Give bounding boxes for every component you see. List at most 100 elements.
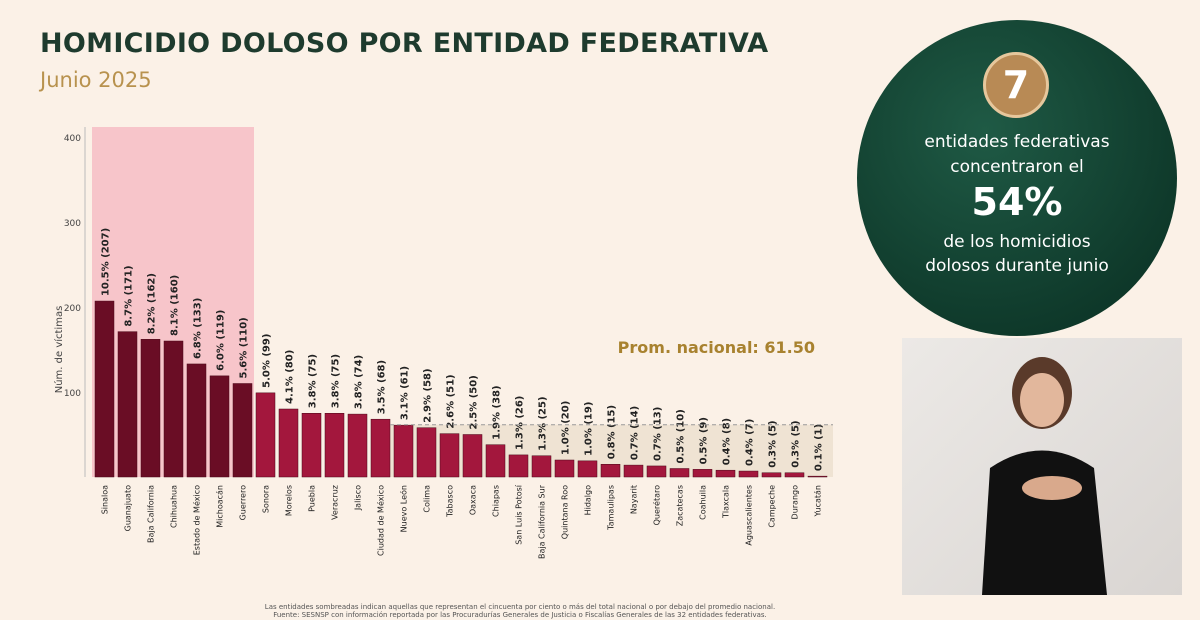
data-label: 0.3% (5)	[791, 420, 802, 467]
data-label: 3.1% (61)	[400, 366, 411, 420]
bar	[807, 475, 828, 478]
bar	[278, 408, 299, 478]
bar	[117, 331, 138, 478]
summary-callout: 7 entidades federativas concentraron el …	[857, 20, 1177, 336]
data-label: 6.8% (133)	[193, 298, 204, 359]
data-label: 1.9% (38)	[492, 385, 503, 439]
x-tick-label: Tamaulipas	[607, 485, 616, 531]
data-label: 10.5% (207)	[101, 228, 112, 296]
bar	[485, 444, 506, 478]
data-label: 1.3% (26)	[515, 396, 526, 450]
data-label: 6.0% (119)	[216, 310, 227, 371]
data-label: 0.7% (14)	[630, 406, 641, 460]
y-tick-label: 200	[64, 304, 81, 314]
bar	[209, 375, 230, 478]
x-tick-label: Oaxaca	[469, 485, 478, 515]
x-tick-label: Nuevo León	[399, 485, 409, 532]
data-label: 3.8% (75)	[331, 354, 342, 408]
x-tick-label: Coahuila	[699, 485, 708, 520]
callout-line: entidades federativas	[924, 132, 1110, 152]
x-tick-label: Nayarit	[630, 485, 639, 514]
x-tick-label: San Luis Potosí	[515, 484, 524, 545]
data-label: 5.0% (99)	[262, 334, 273, 388]
data-label: 8.1% (160)	[170, 275, 181, 336]
data-label: 8.2% (162)	[147, 273, 158, 334]
data-label: 0.3% (5)	[768, 420, 779, 467]
y-tick-label: 100	[64, 389, 81, 399]
x-tick-label: Baja California Sur	[538, 484, 547, 559]
x-tick-label: Yucatán	[814, 485, 823, 517]
data-label: 0.4% (7)	[745, 419, 756, 466]
callout-line: dolosos durante junio	[925, 256, 1109, 276]
data-label: 0.5% (10)	[676, 409, 687, 463]
x-tick-label: Puebla	[308, 485, 317, 512]
bar	[738, 470, 759, 478]
bar	[347, 413, 368, 478]
x-tick-label: Hidalgo	[584, 485, 593, 516]
x-tick-label: Chiapas	[492, 485, 501, 517]
x-tick-label: Ciudad de México	[376, 485, 386, 556]
x-tick-label: Guerrero	[239, 485, 248, 520]
footnote-source: Fuente: SESNSP con información reportada…	[273, 611, 767, 619]
x-tick-label: Sonora	[262, 485, 271, 513]
bar	[761, 472, 782, 478]
data-label: 2.6% (51)	[446, 374, 457, 428]
bar	[439, 433, 460, 478]
bar	[692, 469, 713, 478]
bar	[784, 472, 805, 478]
footnote: Las entidades sombreadas indican aquella…	[200, 603, 840, 619]
x-tick-label: Guanajuato	[124, 485, 133, 531]
y-tick-label: 300	[64, 219, 81, 229]
bar	[508, 454, 529, 478]
callout-line: concentraron el	[950, 157, 1084, 177]
data-label: 4.1% (80)	[285, 350, 296, 404]
data-label: 0.8% (15)	[607, 405, 618, 459]
bar	[623, 464, 644, 478]
x-tick-label: Tabasco	[446, 485, 455, 518]
x-tick-label: Chihuahua	[170, 485, 179, 528]
data-label: 0.5% (9)	[699, 417, 710, 464]
x-tick-label: Durango	[791, 485, 800, 520]
footnote-line: Las entidades sombreadas indican aquella…	[264, 603, 776, 611]
data-label: 3.8% (74)	[354, 355, 365, 409]
bar	[370, 418, 391, 478]
bar	[646, 465, 667, 478]
callout-percent: 54%	[971, 180, 1063, 224]
bar	[232, 383, 253, 478]
data-label: 2.5% (50)	[469, 375, 480, 429]
bar	[140, 339, 161, 478]
x-tick-label: Michoacán	[216, 485, 225, 528]
data-label: 5.6% (110)	[239, 317, 250, 378]
bar	[94, 300, 115, 478]
bar	[600, 464, 621, 478]
y-tick-label: 400	[64, 134, 81, 144]
chart-title: HOMICIDIO DOLOSO POR ENTIDAD FEDERATIVA	[40, 28, 769, 59]
x-tick-label: Veracruz	[331, 485, 340, 520]
bar	[669, 468, 690, 478]
callout-line: de los homicidios	[943, 232, 1091, 252]
bar	[715, 469, 736, 478]
bar	[324, 413, 345, 478]
bar	[255, 392, 276, 478]
data-label: 0.7% (13)	[653, 407, 664, 461]
data-label: 0.1% (1)	[814, 424, 825, 471]
bar-chart: 100 200 300 400 Núm. de víctimas 10.5% (207) S…	[53, 127, 833, 559]
x-tick-label: Jalisco	[354, 485, 363, 511]
data-label: 8.7% (171)	[124, 265, 135, 326]
x-tick-label: Quintana Roo	[561, 485, 570, 539]
x-tick-label: Aguascalientes	[745, 485, 754, 546]
x-tick-label: Campeche	[768, 485, 777, 528]
data-label: 1.0% (20)	[561, 401, 572, 455]
bar	[301, 413, 322, 478]
x-tick-label: Estado de México	[192, 485, 202, 555]
x-tick-label: Colima	[423, 485, 432, 513]
data-label: 3.5% (68)	[377, 360, 388, 414]
x-tick-label: Sinaloa	[101, 485, 110, 514]
y-axis-label: Núm. de víctimas	[53, 306, 65, 394]
bar	[393, 424, 414, 478]
data-label: 0.4% (8)	[722, 418, 733, 465]
bar	[186, 363, 207, 478]
average-label: Prom. nacional: 61.50	[618, 338, 815, 357]
data-label: 1.0% (19)	[584, 402, 595, 456]
bar	[416, 427, 437, 478]
